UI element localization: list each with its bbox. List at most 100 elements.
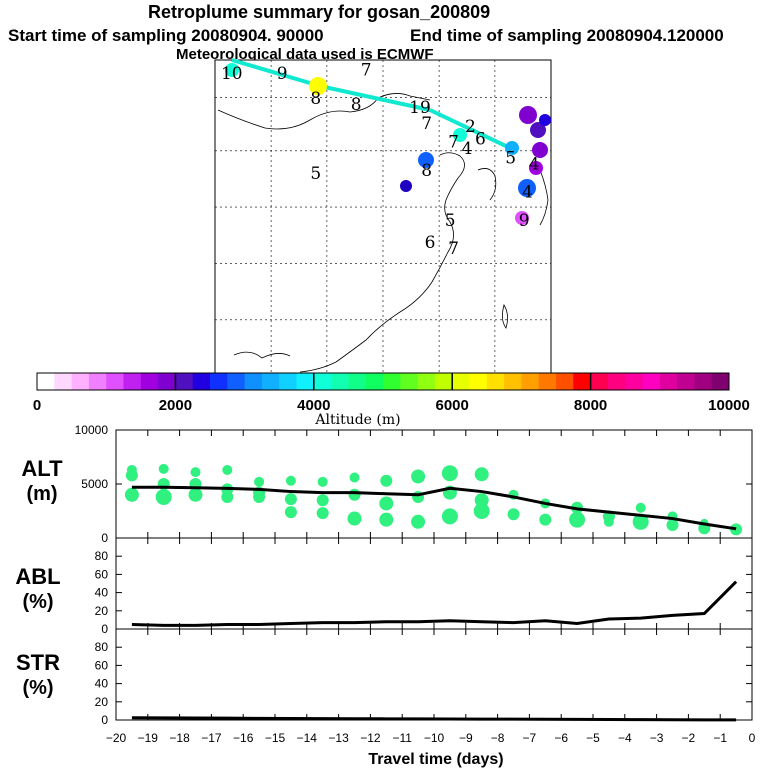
colorbar-swatch <box>175 373 194 390</box>
x-tick-label: −12 <box>360 731 381 745</box>
y-tick-label: 20 <box>95 604 109 618</box>
map-point-label: 9 <box>277 64 288 84</box>
colorbar-swatch <box>140 373 159 390</box>
x-tick-label: −3 <box>650 731 664 745</box>
end-time-text: End time of sampling 20080904.120000 <box>410 26 724 45</box>
map-point <box>505 141 519 155</box>
colorbar-swatch <box>365 373 384 390</box>
alt-scatter-point <box>348 488 361 501</box>
alt-scatter-point <box>190 467 201 478</box>
colorbar-swatch <box>486 373 505 390</box>
alt-scatter-point <box>507 508 520 521</box>
abl-unit-label: (%) <box>22 591 53 613</box>
alt-scatter-point <box>155 488 172 505</box>
map-point-label: 9 <box>519 211 530 231</box>
map-point <box>529 161 543 175</box>
coastline-south <box>233 351 291 359</box>
colorbar-tick-label: 0 <box>33 397 41 414</box>
map-point-label: 4 <box>522 183 533 203</box>
alt-panel: ALT (m) 10000 5000 0 <box>21 423 753 545</box>
alt-scatter <box>124 463 743 536</box>
colorbar-swatch <box>590 373 609 390</box>
alt-scatter-point <box>411 469 426 484</box>
map-point-label: 4 <box>529 155 540 175</box>
x-tick-label: −9 <box>459 731 473 745</box>
alt-scatter-point <box>474 467 489 482</box>
colorbar-swatch <box>417 373 436 390</box>
colorbar-swatch <box>694 373 713 390</box>
map-point-label: 8 <box>421 161 432 181</box>
alt-scatter-point <box>635 502 646 513</box>
alt-scatter-point <box>254 476 265 487</box>
y-tick-label: 60 <box>95 567 109 581</box>
map-point <box>539 114 551 126</box>
colorbar-swatch <box>261 373 280 390</box>
colorbar-swatch <box>538 373 557 390</box>
x-axis: −20 −19 −18 −17 −16 −15 −14 −13 −12 −11 −10 −9 −8 −7−… <box>106 430 756 745</box>
map-point <box>418 152 434 168</box>
x-tick-label: −19 <box>138 731 159 745</box>
x-tick-label: −18 <box>169 731 190 745</box>
alt-label: ALT <box>21 456 63 481</box>
alt-scatter-point <box>441 465 458 482</box>
alt-scatter-point <box>126 464 137 475</box>
colorbar-tick-label: 6000 <box>436 397 469 414</box>
alt-scatter-point <box>473 503 490 519</box>
colorbar-swatch <box>37 373 55 390</box>
colorbar-swatch <box>158 373 176 390</box>
x-tick-label: −14 <box>297 731 318 745</box>
str-panel: STR (%) 80 60 40 20 0 <box>16 628 753 727</box>
map-point-label: 6 <box>425 233 436 253</box>
x-tick-label: −13 <box>328 731 349 745</box>
colorbar-frame <box>36 372 730 391</box>
alt-scatter-point <box>285 475 296 486</box>
alt-scatter-point <box>317 476 328 487</box>
y-tick-label: 80 <box>95 549 109 563</box>
colorbar-swatch <box>313 373 332 390</box>
colorbar-swatch <box>227 373 246 390</box>
alt-scatter-point <box>316 507 329 520</box>
map-markers <box>225 58 551 225</box>
y-tick-label: 5000 <box>81 477 108 491</box>
y-tick-label: 0 <box>101 622 108 636</box>
colorbar-swatch <box>296 373 315 390</box>
trajectory-segment <box>319 84 431 112</box>
colorbar-title: Altitude (m) <box>314 412 400 428</box>
colorbar-swatch <box>88 373 107 390</box>
map-point-label: 6 <box>475 130 486 150</box>
map-point <box>518 179 536 197</box>
trajectory-segment <box>231 58 321 88</box>
alt-scatter-point <box>349 472 360 483</box>
colorbar-swatch <box>279 373 297 390</box>
alt-scatter-point <box>666 519 679 532</box>
alt-scatter-point <box>188 487 203 502</box>
alt-scatter-point <box>569 511 586 528</box>
map-point-label: 5 <box>505 148 516 168</box>
alt-scatter-point <box>222 464 233 475</box>
alt-mean-line <box>131 485 737 531</box>
map-point-label: 2 <box>465 117 476 137</box>
colorbar-swatch <box>711 373 730 390</box>
colorbar-tick-label: 10000 <box>708 397 750 414</box>
str-label: STR <box>16 650 60 675</box>
alt-scatter-point <box>603 516 614 527</box>
x-axis-title: Travel time (days) <box>368 751 503 768</box>
colorbar-swatch <box>244 373 263 390</box>
map-point <box>453 128 467 142</box>
alt-scatter-point <box>380 474 393 487</box>
colorbar-swatch <box>192 373 211 390</box>
colorbar-swatch <box>659 373 678 390</box>
x-tick-label: −15 <box>265 731 286 745</box>
x-tick-label: −8 <box>491 731 505 745</box>
map-point <box>519 106 537 124</box>
map-point <box>530 122 546 138</box>
colorbar-swatch <box>348 373 367 390</box>
start-time-text: Start time of sampling 20080904. 90000 <box>8 26 324 45</box>
map-point-label: 7 <box>448 239 459 259</box>
x-tick-label: −10 <box>424 731 445 745</box>
x-tick-label: −6 <box>554 731 568 745</box>
colorbar-swatch <box>71 373 90 390</box>
altitude-colorbar: 0 2000 4000 6000 8000 10000 <box>33 372 750 414</box>
coastline-taiwan <box>502 303 508 329</box>
